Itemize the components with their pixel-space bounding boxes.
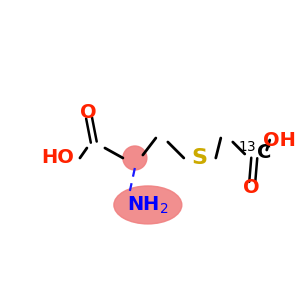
Text: O: O	[80, 103, 96, 122]
Text: NH$_2$: NH$_2$	[127, 194, 169, 216]
Text: O: O	[243, 178, 260, 197]
Text: S: S	[192, 148, 208, 168]
Text: OH: OH	[263, 130, 296, 149]
Circle shape	[123, 146, 147, 170]
Ellipse shape	[114, 186, 182, 224]
Text: $^{13}$C: $^{13}$C	[238, 141, 272, 163]
Text: HO: HO	[41, 148, 74, 167]
